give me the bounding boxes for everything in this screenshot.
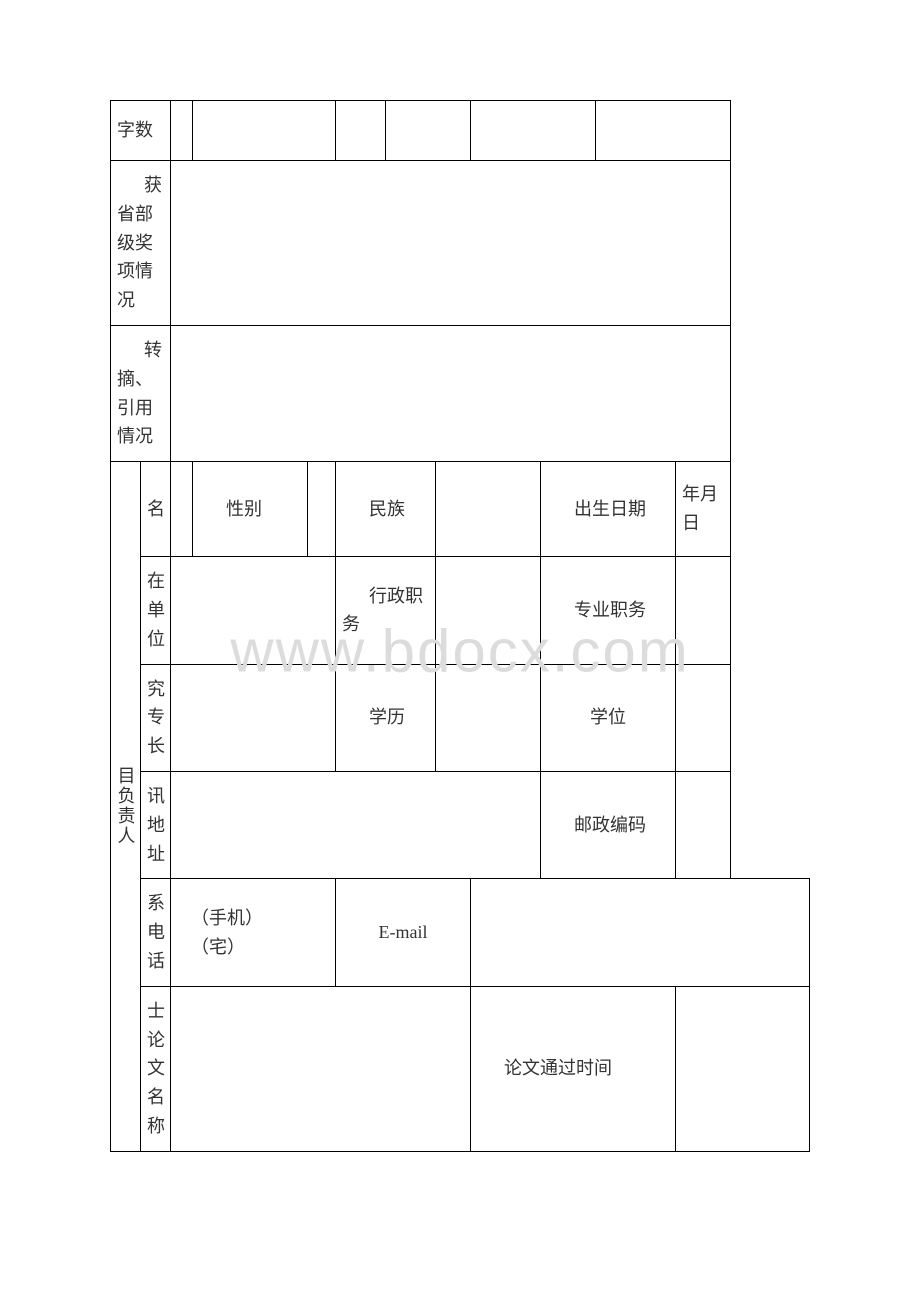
address-value[interactable] [171,771,541,878]
thesis-label: 士论文名称 [141,986,171,1151]
thesis-time-value[interactable] [676,986,810,1151]
name-value[interactable] [171,462,193,557]
ethnicity-label: 民族 [336,462,436,557]
ethnicity-value[interactable] [436,462,541,557]
admin-post-label: 行政职务 [336,557,436,664]
word-count-cell-4[interactable] [386,101,471,161]
form-table: 字数 获省部级奖项情况 转摘、引用情况 目负责人 [110,100,810,1152]
phone-label: 系电话 [141,879,171,986]
citation-value[interactable] [171,325,731,461]
education-label: 学历 [336,664,436,771]
word-count-cell-3[interactable] [336,101,386,161]
degree-label: 学位 [541,664,676,771]
word-count-cell-2[interactable] [193,101,336,161]
word-count-cell-5[interactable] [471,101,596,161]
word-count-cell-1[interactable] [171,101,193,161]
word-count-cell-6[interactable] [596,101,731,161]
citation-label: 转摘、引用情况 [111,325,171,461]
email-label: E-mail [336,879,471,986]
award-label: 获省部级奖项情况 [111,161,171,326]
thesis-value[interactable] [171,986,471,1151]
unit-value[interactable] [171,557,336,664]
award-value[interactable] [171,161,731,326]
row-award: 获省部级奖项情况 [111,161,810,326]
leader-section-label: 目负责人 [111,462,141,1152]
row-leader-address: 讯地址 邮政编码 [111,771,810,878]
row-leader-thesis: 士论文名称 论文通过时间 [111,986,810,1151]
row-leader-contact: 系电话 （手机） （宅） E-mail [111,879,810,986]
row-leader-unit: 在单位 行政职务 专业职务 [111,557,810,664]
thesis-time-label: 论文通过时间 [471,986,676,1151]
birthdate-value[interactable]: 年月日 [676,462,731,557]
gender-label: 性别 [193,462,308,557]
email-value[interactable] [471,879,810,986]
education-value[interactable] [436,664,541,771]
pro-title-label: 专业职务 [541,557,676,664]
unit-label: 在单位 [141,557,171,664]
gender-value[interactable] [308,462,336,557]
name-label: 名 [141,462,171,557]
row-citation: 转摘、引用情况 [111,325,810,461]
postcode-label: 邮政编码 [541,771,676,878]
pro-title-value[interactable] [676,557,731,664]
specialty-value[interactable] [171,664,336,771]
postcode-value[interactable] [676,771,731,878]
form-page: 字数 获省部级奖项情况 转摘、引用情况 目负责人 [0,0,920,1252]
specialty-label: 究专长 [141,664,171,771]
birthdate-label: 出生日期 [541,462,676,557]
row-leader-specialty: 究专长 学历 学位 [111,664,810,771]
phone-value[interactable]: （手机） （宅） [171,879,336,986]
row-word-count: 字数 [111,101,810,161]
address-label: 讯地址 [141,771,171,878]
row-leader-name: 目负责人 名 性别 民族 出生日期 年月日 [111,462,810,557]
word-count-label: 字数 [111,101,171,161]
degree-value[interactable] [676,664,731,771]
admin-post-value[interactable] [436,557,541,664]
